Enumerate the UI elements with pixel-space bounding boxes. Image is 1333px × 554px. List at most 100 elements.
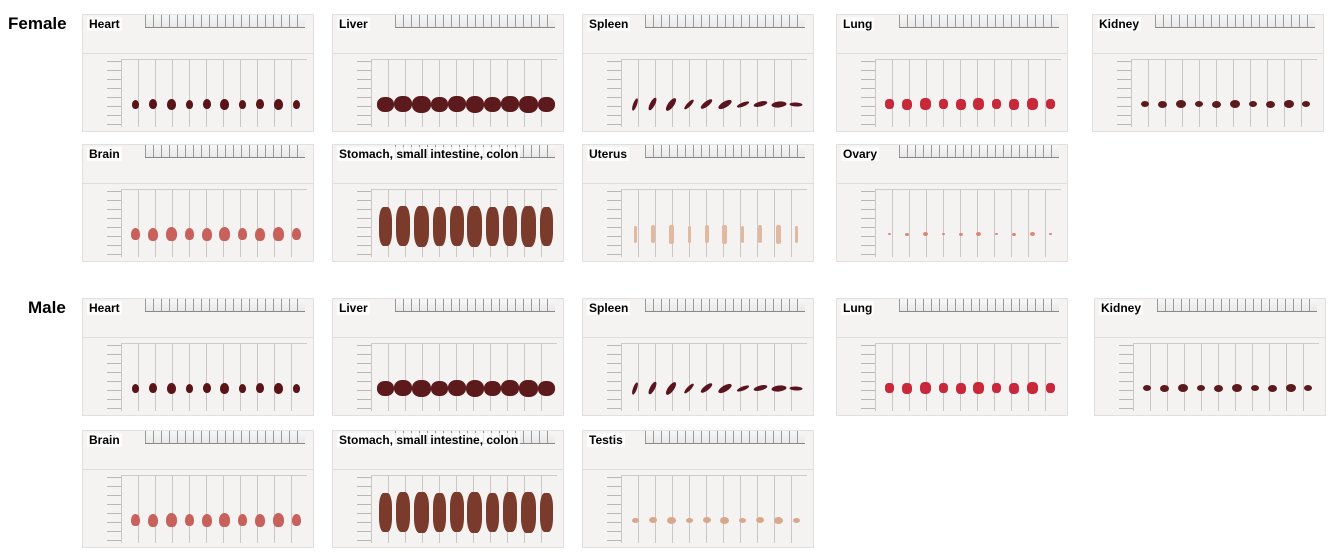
specimen bbox=[1304, 385, 1313, 391]
ruler-scale bbox=[899, 145, 1059, 158]
specimen bbox=[741, 225, 745, 243]
specimen bbox=[238, 228, 248, 240]
specimen bbox=[378, 492, 392, 532]
specimen-row bbox=[377, 89, 556, 119]
specimen bbox=[184, 514, 194, 526]
specimen bbox=[704, 225, 709, 243]
specimen bbox=[147, 227, 158, 241]
specimen bbox=[1027, 382, 1039, 394]
female-panel-kidney: Kidney bbox=[1092, 14, 1324, 132]
specimen bbox=[1030, 232, 1036, 236]
panel-header-strip bbox=[83, 459, 313, 470]
specimen bbox=[1212, 100, 1221, 108]
panel-side-labels bbox=[357, 191, 372, 255]
specimen bbox=[1250, 385, 1259, 391]
specimen bbox=[683, 381, 696, 395]
specimen bbox=[131, 99, 139, 109]
specimen bbox=[1302, 101, 1311, 107]
panel-label: Stomach, small intestine, colon bbox=[337, 433, 521, 447]
specimen bbox=[273, 227, 285, 241]
panel-side-labels bbox=[1117, 61, 1132, 125]
specimen bbox=[239, 99, 247, 109]
specimen bbox=[220, 382, 230, 394]
specimen bbox=[650, 225, 655, 243]
specimen bbox=[292, 99, 300, 109]
panel-header-strip bbox=[83, 43, 313, 54]
specimen bbox=[955, 98, 966, 110]
specimen bbox=[147, 513, 158, 527]
panel-label: Uterus bbox=[587, 147, 630, 161]
ruler-scale bbox=[395, 299, 555, 312]
sample-grid bbox=[121, 343, 307, 411]
specimen bbox=[1265, 100, 1275, 108]
specimen bbox=[770, 384, 787, 392]
panel-header-strip bbox=[83, 173, 313, 184]
specimen bbox=[664, 380, 679, 396]
specimen bbox=[904, 232, 909, 236]
specimen bbox=[631, 97, 640, 111]
specimen bbox=[1231, 384, 1242, 392]
female-panel-spleen: Spleen bbox=[582, 14, 814, 132]
specimen bbox=[702, 517, 711, 523]
specimen bbox=[201, 513, 212, 527]
specimen bbox=[1283, 100, 1294, 108]
specimen bbox=[411, 379, 431, 397]
male-panel-lung: Lung bbox=[836, 298, 1068, 416]
female-panel-liver: Liver bbox=[332, 14, 564, 132]
specimen bbox=[538, 96, 556, 112]
specimen bbox=[377, 380, 394, 396]
specimen bbox=[699, 97, 714, 111]
panel-side-labels bbox=[357, 345, 372, 409]
panel-side-labels bbox=[607, 477, 622, 541]
specimen bbox=[501, 380, 520, 396]
specimen-row bbox=[377, 491, 555, 533]
ruler-scale bbox=[645, 299, 805, 312]
panel-label: Lung bbox=[841, 301, 875, 315]
male-panel-gi: Stomach, small intestine, colon bbox=[332, 430, 564, 548]
panel-header-strip bbox=[333, 327, 563, 338]
specimen bbox=[1248, 101, 1257, 107]
ruler-scale bbox=[145, 145, 305, 158]
specimen bbox=[148, 99, 157, 109]
panel-header-strip bbox=[333, 43, 563, 54]
specimen bbox=[668, 224, 674, 244]
specimen-row bbox=[627, 373, 805, 403]
panel-header-strip bbox=[583, 459, 813, 470]
specimen bbox=[395, 206, 410, 246]
specimen bbox=[1197, 385, 1206, 391]
specimen bbox=[716, 381, 733, 395]
panel-header-strip bbox=[83, 327, 313, 338]
specimen bbox=[716, 97, 733, 111]
panel-header-strip bbox=[333, 173, 563, 184]
specimen bbox=[256, 99, 265, 109]
specimen bbox=[256, 383, 265, 393]
specimen bbox=[238, 514, 248, 526]
specimen bbox=[519, 95, 539, 113]
panel-header-strip bbox=[583, 173, 813, 184]
specimen bbox=[1141, 101, 1150, 107]
specimen bbox=[539, 492, 553, 532]
panel-label: Liver bbox=[337, 17, 370, 31]
specimen bbox=[521, 491, 537, 533]
panel-header-strip bbox=[333, 459, 563, 470]
specimen bbox=[432, 206, 446, 246]
ruler-scale bbox=[645, 15, 805, 28]
specimen bbox=[273, 513, 285, 527]
specimen bbox=[449, 492, 464, 532]
specimen bbox=[130, 514, 140, 526]
male-panel-kidney: Kidney bbox=[1094, 298, 1326, 416]
specimen bbox=[503, 206, 518, 246]
specimen bbox=[752, 99, 768, 109]
sample-grid bbox=[621, 189, 807, 257]
specimen bbox=[519, 379, 539, 397]
specimen bbox=[1048, 233, 1052, 235]
specimen bbox=[484, 380, 502, 396]
specimen bbox=[973, 98, 985, 110]
panel-label: Spleen bbox=[587, 301, 631, 315]
specimen bbox=[884, 383, 894, 393]
specimen bbox=[447, 96, 466, 112]
specimen bbox=[1027, 98, 1039, 110]
specimen bbox=[486, 206, 500, 246]
specimen bbox=[430, 380, 448, 396]
specimen-row bbox=[627, 89, 805, 119]
